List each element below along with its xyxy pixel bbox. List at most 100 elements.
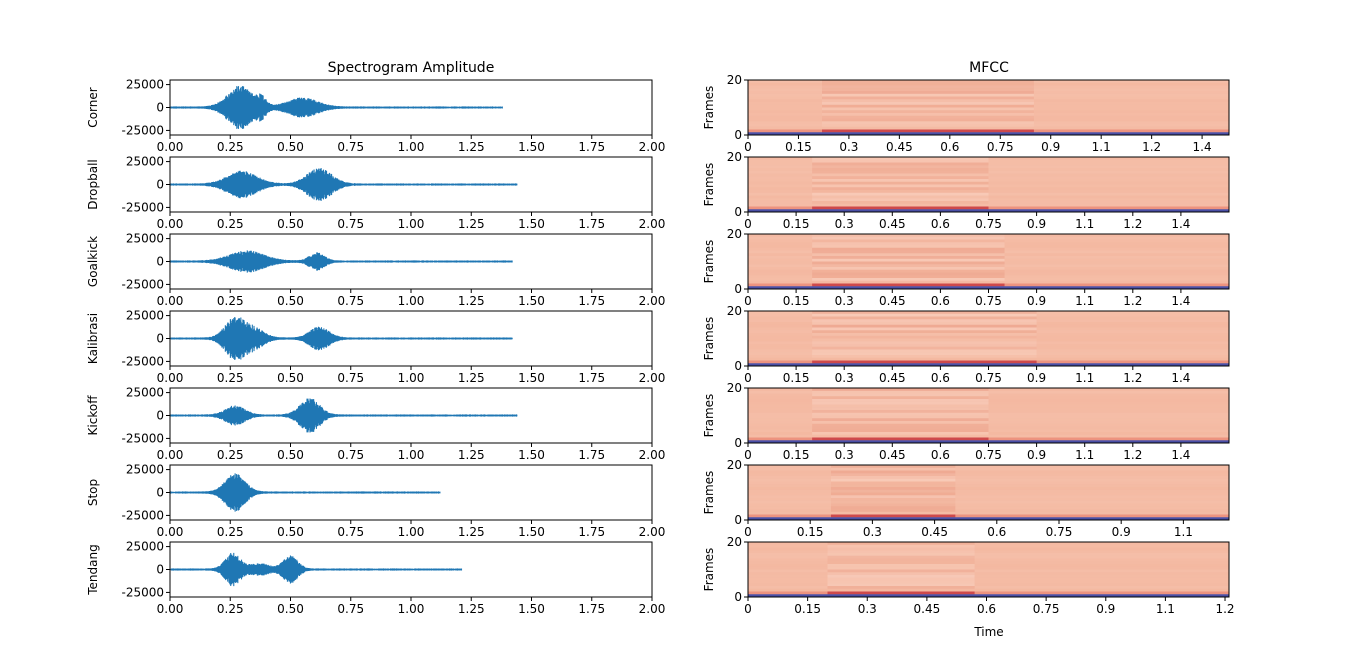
mfcc-stripe — [748, 503, 1229, 507]
mfcc-xtick-label: 0.9 — [1027, 448, 1046, 462]
mfcc-speech-energy — [827, 591, 975, 595]
mfcc-stripe — [748, 588, 1229, 592]
mfcc-xtick-label: 0.6 — [931, 448, 950, 462]
mfcc-speech-cell — [812, 179, 989, 182]
mfcc-speech-cell — [827, 553, 975, 556]
waveform-panel-corner: 25000 0 -25000 0.00 0.25 0.50 0.75 1.00 1.25 1.50… — [86, 78, 665, 154]
mfcc-coef-1 — [748, 283, 1229, 287]
mfcc-stripe — [748, 118, 1229, 122]
mfcc-panel-goalkick: 20 00 0.15 0.3 0.45 0.6 0.75 0.9 1.1 1.2 1.4 Frames — [702, 227, 1230, 308]
waveform-xtick-label: 0.75 — [337, 294, 364, 308]
mfcc-stripe — [748, 432, 1229, 435]
mfcc-coef-0 — [748, 286, 1229, 289]
mfcc-speech-cell — [827, 544, 975, 548]
mfcc-stripe — [748, 498, 1229, 501]
mfcc-stripe — [748, 344, 1229, 347]
mfcc-speech-cell — [827, 561, 975, 564]
mfcc-speech-cell — [827, 569, 975, 573]
mfcc-speech-cell — [812, 170, 989, 174]
mfcc-xtick-label: 0.15 — [794, 602, 821, 616]
waveform-xtick-label: 2.00 — [639, 448, 666, 462]
waveform-xtick-label: 2.00 — [639, 140, 666, 154]
mfcc-stripe — [748, 311, 1229, 314]
waveform-line-tendang — [169, 552, 463, 587]
mfcc-stripe — [748, 198, 1229, 201]
mfcc-stripe — [748, 124, 1229, 127]
mfcc-ylabel: Frames — [702, 163, 716, 207]
mfcc-xtick-label: 0.6 — [940, 140, 959, 154]
mfcc-stripe — [748, 113, 1229, 116]
mfcc-stripe — [748, 396, 1229, 399]
mfcc-xtick-label: 0.15 — [783, 217, 810, 231]
waveform-ytick-label: 0 — [156, 255, 164, 269]
mfcc-speech-cell — [812, 396, 989, 399]
mfcc-stripe — [748, 542, 1229, 545]
mfcc-stripe — [748, 327, 1229, 331]
mfcc-ytick-label: 0 — [734, 205, 742, 219]
mfcc-speech-cell — [822, 124, 1034, 127]
waveform-xtick-label: 1.00 — [398, 294, 425, 308]
mfcc-xtick-label: 0.75 — [975, 448, 1002, 462]
waveform-xtick-label: 1.75 — [578, 525, 605, 539]
mfcc-xtick-label: 0.45 — [921, 525, 948, 539]
mfcc-stripe — [748, 586, 1229, 589]
mfcc-xtick-label: 1.2 — [1142, 140, 1161, 154]
waveform-xtick-label: 1.00 — [398, 371, 425, 385]
mfcc-stripe — [748, 341, 1229, 344]
mfcc-stripe — [748, 333, 1229, 336]
mfcc-speech-cell — [812, 352, 1037, 355]
mfcc-speech-cell — [812, 184, 989, 188]
mfcc-stripe — [748, 157, 1229, 160]
mfcc-xtick-label: 0.75 — [975, 294, 1002, 308]
mfcc-speech-energy — [812, 283, 1005, 287]
mfcc-speech-cell — [812, 429, 989, 432]
waveform-xtick-label: 0.75 — [337, 602, 364, 616]
mfcc-speech-cell — [812, 272, 1005, 276]
mfcc-panel-tendang: 20 00 0.15 0.3 0.45 0.6 0.75 0.9 1.1 1.2 Frames — [702, 535, 1235, 616]
mfcc-speech-cell — [812, 344, 1037, 347]
mfcc-speech-cell — [812, 327, 1037, 331]
mfcc-stripe — [748, 115, 1229, 119]
waveform-ytick-label: -25000 — [121, 508, 164, 522]
mfcc-stripe — [748, 330, 1229, 333]
mfcc-panel-corner: 20 00 0.15 0.3 0.45 0.6 0.75 0.9 1.1 1.2 1.4 Frames — [702, 73, 1230, 154]
mfcc-heatmap-base — [748, 542, 1229, 597]
mfcc-speech-cell — [830, 484, 956, 487]
mfcc-speech-cell — [812, 316, 1037, 320]
mfcc-stripe — [748, 470, 1229, 474]
mfcc-speech-cell — [827, 575, 975, 578]
mfcc-speech-cell — [830, 478, 956, 482]
mfcc-speech-cell — [827, 583, 975, 586]
mfcc-heatmap-base — [748, 157, 1229, 212]
mfcc-speech-cell — [812, 355, 1037, 358]
mfcc-speech-cell — [822, 118, 1034, 122]
mfcc-stripe — [748, 245, 1229, 248]
mfcc-xtick-label: 0.15 — [783, 448, 810, 462]
mfcc-speech-cell — [822, 113, 1034, 116]
mfcc-speech-cell — [812, 338, 1037, 342]
mfcc-xtick-label: 0.9 — [1027, 294, 1046, 308]
mfcc-xtick-label: 0 — [744, 371, 752, 385]
mfcc-stripe — [748, 553, 1229, 556]
mfcc-speech-cell — [822, 80, 1034, 83]
mfcc-speech-cell — [812, 388, 989, 391]
mfcc-speech-cell — [830, 470, 956, 474]
mfcc-speech-cell — [830, 498, 956, 501]
mfcc-ylabel: Frames — [702, 394, 716, 438]
mfcc-speech-cell — [812, 168, 989, 171]
waveform-xtick-label: 0.75 — [337, 140, 364, 154]
mfcc-ylabel: Frames — [702, 86, 716, 130]
mfcc-speech-cell — [812, 341, 1037, 344]
mfcc-speech-energy — [812, 437, 989, 441]
waveform-xtick-label: 0.75 — [337, 448, 364, 462]
mfcc-xtick-label: 0 — [744, 525, 752, 539]
mfcc-stripe — [748, 511, 1229, 515]
mfcc-speech-cell — [830, 487, 956, 490]
mfcc-axes-frame — [747, 464, 1230, 521]
mfcc-speech-cell — [830, 476, 956, 479]
waveform-xtick-label: 1.50 — [518, 140, 545, 154]
mfcc-stripe — [748, 572, 1229, 575]
waveform-xtick-label: 0.50 — [277, 217, 304, 231]
mfcc-stripe — [748, 335, 1229, 339]
mfcc-stripe — [748, 550, 1229, 553]
